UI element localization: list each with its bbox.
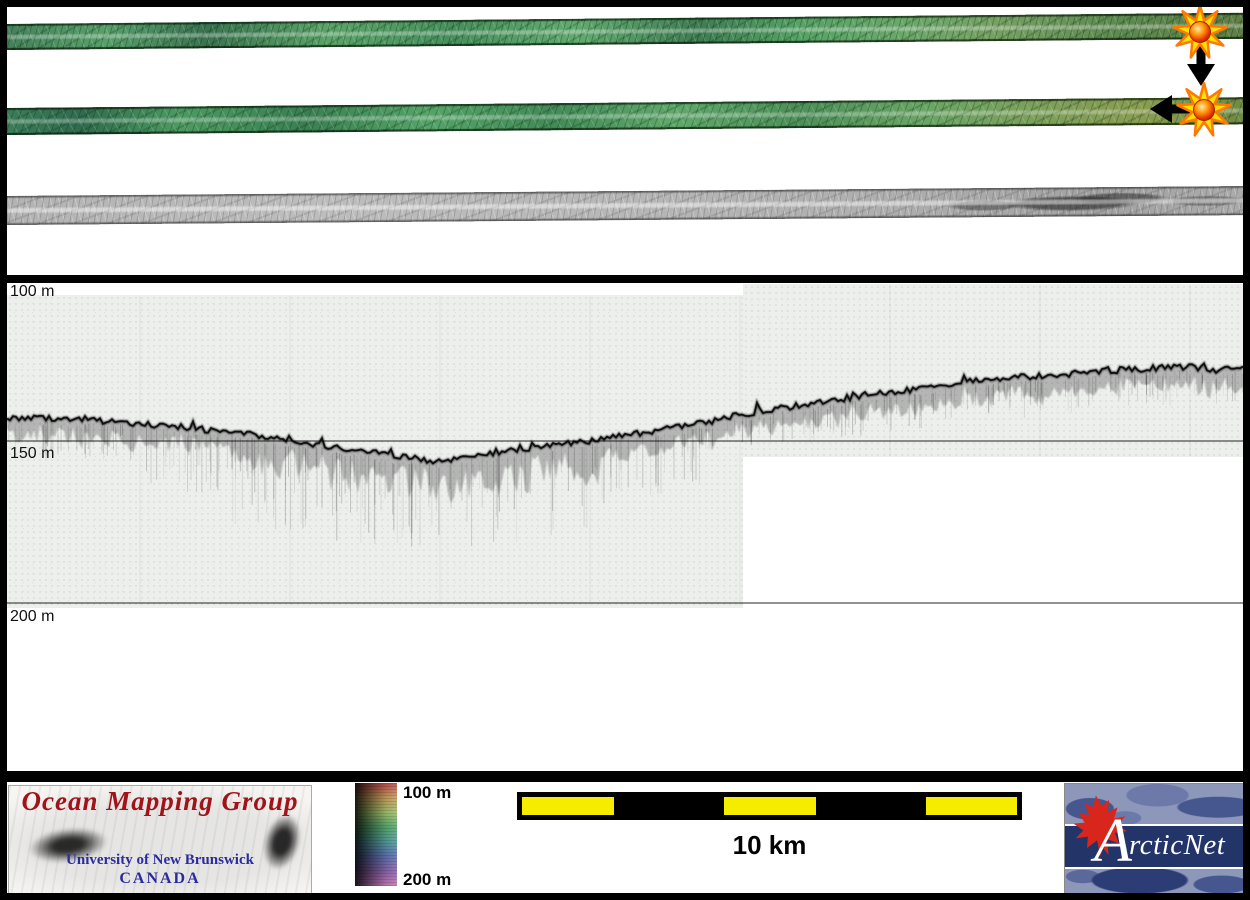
- figure-border-top: [0, 0, 1250, 7]
- scale-bar-segment: [724, 797, 816, 815]
- depth-label-150m: 150 m: [10, 445, 55, 462]
- track-join-marker-left: [1150, 81, 1232, 137]
- track-join-marker-down: [1172, 3, 1228, 86]
- omg-logo-title: Ocean Mapping Group: [21, 786, 299, 816]
- down-arrow-head: [1187, 64, 1215, 86]
- figure-border-bottom: [0, 893, 1250, 900]
- figure-border-left: [0, 0, 7, 900]
- distance-scale-bar: [517, 792, 1022, 820]
- scale-bar-label: 10 km: [732, 830, 807, 860]
- bathymetry-swath-upper: [6, 12, 1245, 50]
- colorbar-label-200m: 200 m: [403, 870, 452, 889]
- down-arrow-shaft: [1196, 40, 1206, 70]
- depth-label-100m: 100 m: [10, 283, 55, 300]
- depth-label-200m: 200 m: [10, 608, 55, 625]
- arcticnet-title-band: A rcticNet: [1065, 810, 1243, 872]
- arcticnet-title-rest: rcticNet: [1129, 829, 1226, 861]
- figure-border-right: [1243, 0, 1250, 900]
- ocean-mapping-group-logo: Ocean Mapping Group University of New Br…: [8, 785, 312, 895]
- scale-bar-segment: [522, 797, 614, 815]
- colorbar-label-100m: 100 m: [403, 783, 452, 802]
- scale-bar-segment: [926, 797, 1017, 815]
- starburst-center: [1193, 99, 1215, 121]
- left-arrow-head: [1150, 95, 1172, 123]
- arcticnet-map-bottom: [1065, 869, 1243, 894]
- omg-logo-country: CANADA: [119, 870, 201, 887]
- arcticnet-title-initial: A: [1094, 807, 1132, 875]
- depth-colorbar-shading: [355, 783, 397, 886]
- section-divider-bottom: [0, 771, 1250, 782]
- depth-colorbar: [355, 783, 397, 886]
- omg-logo-university: University of New Brunswick: [66, 852, 254, 868]
- subbottom-panel-right: [743, 284, 1243, 457]
- subbottom-panel-left: [7, 295, 743, 608]
- backscatter-swath: [6, 186, 1245, 225]
- section-divider-top: [0, 275, 1250, 283]
- maple-leaf-icon: [1073, 795, 1128, 857]
- arcticnet-logo: A rcticNet: [1064, 783, 1244, 895]
- starburst-center: [1189, 21, 1211, 43]
- bathymetry-swath-lower: [6, 97, 1245, 135]
